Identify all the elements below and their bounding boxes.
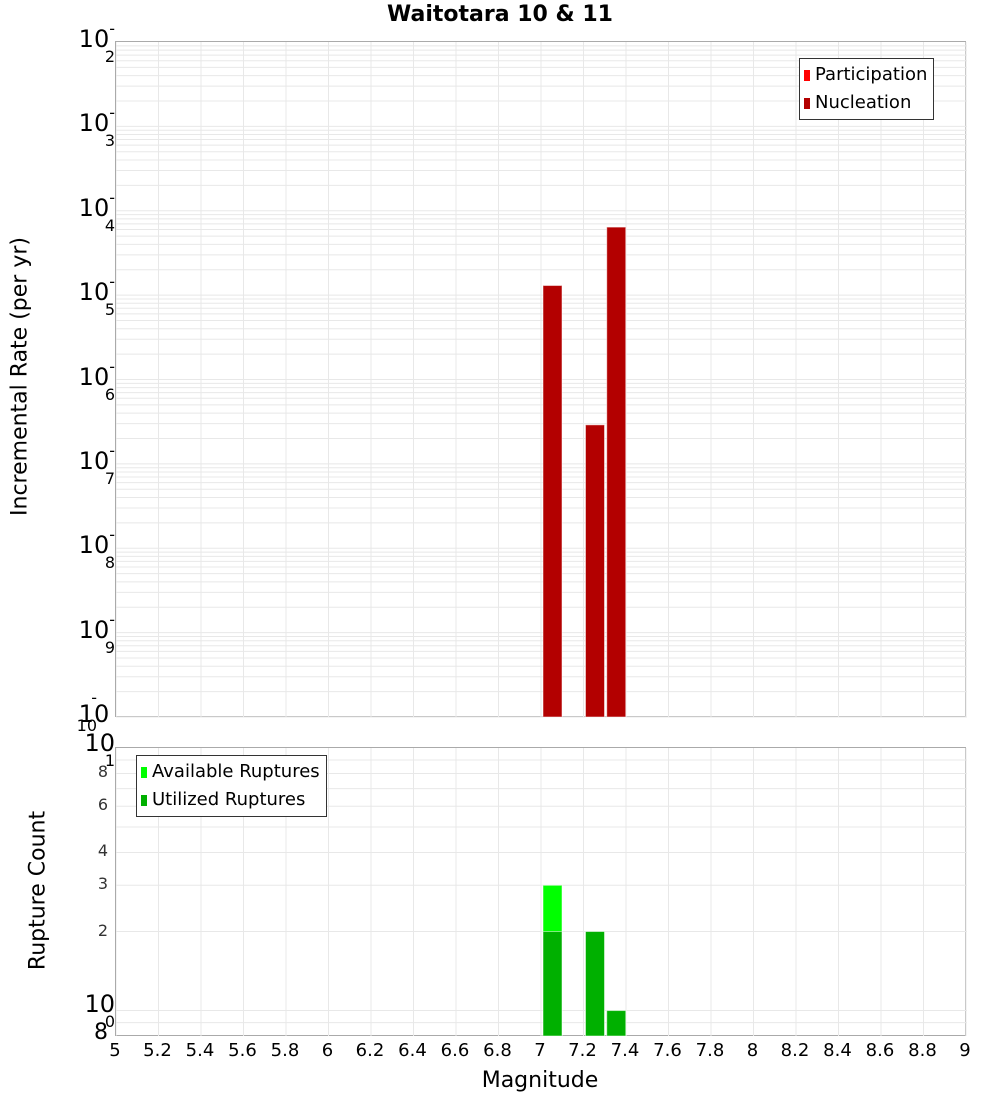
available-swatch-icon	[141, 767, 147, 778]
top-y-axis-label: Incremental Rate (per yr)	[8, 237, 33, 517]
nucleation-bar	[543, 286, 562, 717]
chart-title: Waitotara 10 & 11	[0, 2, 1000, 27]
nucleation-bar	[607, 227, 626, 717]
x-tick-label: 5.8	[265, 1040, 305, 1061]
x-tick-label: 5.4	[180, 1040, 220, 1061]
x-tick-label: 6.2	[350, 1040, 390, 1061]
x-tick-label: 8.6	[860, 1040, 900, 1061]
legend-label: Participation	[815, 61, 927, 89]
y-tick-label: 10-8	[70, 531, 115, 587]
y-tick-label: 10-4	[70, 194, 115, 250]
x-tick-label: 7	[520, 1040, 560, 1061]
x-tick-label: 8.8	[903, 1040, 943, 1061]
utilized-bar	[586, 932, 605, 1036]
utilized-swatch-icon	[141, 795, 147, 806]
top-legend: Participation Nucleation	[799, 58, 934, 120]
nucleation-swatch-icon	[804, 98, 810, 109]
x-tick-label: 7.4	[605, 1040, 645, 1061]
x-tick-label: 5.6	[223, 1040, 263, 1061]
legend-item-nucleation: Nucleation	[804, 89, 927, 117]
x-tick-label: 5	[95, 1040, 135, 1061]
y-tick-label: 10-9	[70, 616, 115, 672]
x-tick-label: 8.2	[775, 1040, 815, 1061]
y-tick-label: 10-2	[70, 25, 115, 81]
y-tick-label: 8	[78, 762, 108, 781]
top-plot-svg	[116, 42, 967, 718]
top-plot-area	[115, 41, 966, 717]
x-tick-label: 7.6	[648, 1040, 688, 1061]
y-tick-label: 2	[78, 921, 108, 940]
x-tick-label: 7.2	[563, 1040, 603, 1061]
nucleation-bar	[586, 425, 605, 717]
x-tick-label: 6.6	[435, 1040, 475, 1061]
x-axis-label: Magnitude	[440, 1068, 640, 1093]
legend-item-participation: Participation	[804, 61, 927, 89]
bottom-y-axis-label: Rupture Count	[26, 791, 51, 991]
legend-item-available: Available Ruptures	[141, 758, 320, 786]
y-tick-label: 4	[78, 841, 108, 860]
legend-item-utilized: Utilized Ruptures	[141, 786, 320, 814]
y-tick-label: 10-3	[70, 109, 115, 165]
participation-swatch-icon	[804, 70, 810, 81]
x-tick-label: 6.4	[393, 1040, 433, 1061]
x-tick-label: 9	[945, 1040, 985, 1061]
y-tick-label: 10-5	[70, 278, 115, 334]
y-tick-label: 3	[78, 874, 108, 893]
x-tick-label: 6.8	[478, 1040, 518, 1061]
y-tick-label: 10-7	[70, 447, 115, 503]
legend-label: Nucleation	[815, 89, 911, 117]
utilized-bar	[543, 932, 562, 1036]
x-tick-label: 8.4	[818, 1040, 858, 1061]
utilized-bar	[607, 1011, 626, 1036]
x-tick-label: 5.2	[138, 1040, 178, 1061]
legend-label: Utilized Ruptures	[152, 786, 305, 814]
legend-label: Available Ruptures	[152, 758, 320, 786]
y-tick-label: 10-6	[70, 363, 115, 419]
bottom-legend: Available Ruptures Utilized Ruptures	[136, 755, 327, 817]
y-tick-label: 6	[78, 795, 108, 814]
x-tick-label: 7.8	[690, 1040, 730, 1061]
x-tick-label: 8	[733, 1040, 773, 1061]
x-tick-label: 6	[308, 1040, 348, 1061]
